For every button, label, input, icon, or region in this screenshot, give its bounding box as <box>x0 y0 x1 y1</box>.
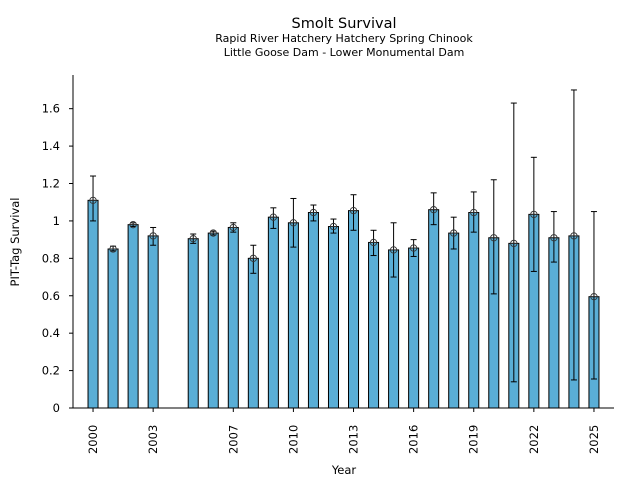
bar-2001 <box>107 248 119 409</box>
point-marker-2025 <box>590 293 598 301</box>
point-marker-2001 <box>109 245 117 253</box>
y-tick-label: 0.2 <box>42 364 60 378</box>
point-marker-2023 <box>550 234 558 242</box>
point-marker-2008 <box>249 254 257 262</box>
point-marker-2006 <box>209 229 217 237</box>
bar-2006 <box>207 232 219 409</box>
bar-2012 <box>327 226 339 409</box>
bars-group <box>87 199 600 409</box>
x-tick-label: 2013 <box>347 425 361 454</box>
bar-2023 <box>548 237 560 409</box>
x-tick-label: 2016 <box>407 425 421 454</box>
point-marker-2024 <box>570 232 578 240</box>
chart-title: Smolt Survival <box>292 16 397 32</box>
bar-2002 <box>127 224 139 409</box>
point-marker-2016 <box>409 244 418 252</box>
bar-2009 <box>267 216 279 409</box>
point-marker-2014 <box>369 238 378 247</box>
bar-2018 <box>448 232 460 409</box>
x-tick-label: 2007 <box>226 425 240 454</box>
x-tick-label: 2003 <box>146 425 160 454</box>
x-tick-label: 2010 <box>286 425 300 454</box>
x-tick-label: 2025 <box>587 425 601 454</box>
error-bars-group <box>90 89 597 383</box>
y-tick-label: 1.4 <box>42 139 60 153</box>
x-axis-label: Year <box>331 463 357 477</box>
y-tick-label: 0.6 <box>42 289 60 303</box>
bar-2019 <box>468 212 480 409</box>
y-tick-label: 0 <box>53 401 60 415</box>
bar-2000 <box>87 199 99 409</box>
y-tick-label: 1.2 <box>42 177 60 191</box>
point-marker-2019 <box>470 208 478 217</box>
point-marker-2021 <box>510 239 518 248</box>
point-marker-2005 <box>189 235 197 243</box>
x-tick-label: 2000 <box>86 425 100 454</box>
point-marker-2007 <box>229 223 237 232</box>
bar-2005 <box>187 238 199 409</box>
x-ticks-group: 2000 2003 2007 2010 2013 2016 2019 2022 2025 <box>86 408 601 454</box>
point-marker-2009 <box>269 213 278 221</box>
point-marker-2015 <box>389 246 398 254</box>
bar-2014 <box>368 241 380 409</box>
y-axis-label: PIT-Tag Survival <box>8 198 22 287</box>
point-marker-2017 <box>430 206 438 214</box>
point-marker-2012 <box>329 222 338 231</box>
point-marker-2002 <box>129 221 137 229</box>
y-tick-label: 1.6 <box>42 102 60 116</box>
point-marker-2022 <box>530 210 538 219</box>
y-tick-label: 0.8 <box>42 251 60 265</box>
y-tick-label: 1 <box>53 214 60 228</box>
x-tick-label: 2019 <box>467 425 481 454</box>
point-marker-2013 <box>349 206 358 215</box>
y-ticks-group: 0 0.2 0.4 0.6 0.8 1 1.2 1.4 1.6 <box>42 102 73 415</box>
point-marker-2020 <box>490 234 498 242</box>
y-tick-label: 0.4 <box>42 326 60 340</box>
point-marker-2018 <box>450 229 458 237</box>
bar-2008 <box>247 257 259 409</box>
bar-2010 <box>287 222 299 409</box>
bar-2011 <box>307 212 319 409</box>
bar-2016 <box>408 247 420 409</box>
bar-2003 <box>147 235 159 409</box>
chart-subtitle-line-2: Little Goose Dam - Lower Monumental Dam <box>224 46 465 59</box>
bar-2007 <box>227 226 239 409</box>
point-marker-2010 <box>289 219 298 227</box>
point-marker-2011 <box>309 208 318 217</box>
bar-2017 <box>428 209 440 409</box>
point-marker-2000 <box>89 196 97 204</box>
markers-group <box>89 196 598 301</box>
point-marker-2003 <box>149 232 157 240</box>
x-tick-label: 2022 <box>527 425 541 454</box>
chart-subtitle-line-1: Rapid River Hatchery Hatchery Spring Chi… <box>215 32 473 45</box>
bar-2013 <box>348 210 360 409</box>
